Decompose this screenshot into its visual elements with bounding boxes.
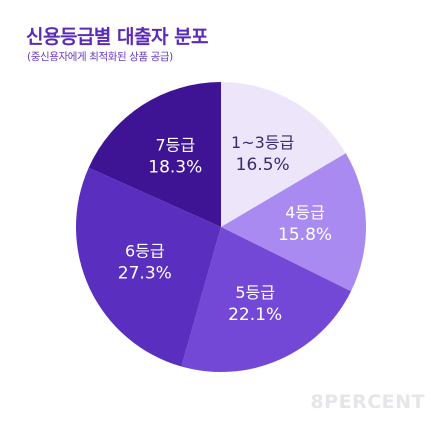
- slice-label-group-6-grade: 6등급 27.3%: [118, 242, 172, 284]
- slice-category-label: 5등급: [235, 283, 275, 302]
- pie-slice-1-3-grade: [221, 82, 346, 227]
- pie-slice-4-grade: [221, 153, 366, 292]
- pie-slice-5-grade: [181, 227, 352, 372]
- brand-watermark: 8PERCENT: [310, 391, 425, 413]
- slice-label-group-1-3-grade: 1~3등급 16.5%: [231, 133, 294, 175]
- slice-label-group-7-grade: 7등급 18.3%: [148, 135, 202, 177]
- slice-label-group-5-grade: 5등급 22.1%: [228, 283, 282, 325]
- slice-category-label: 7등급: [155, 135, 195, 154]
- slice-category-label: 1~3등급: [231, 133, 294, 152]
- chart-subtitle: (중신용자에게 최적화된 상품 공급): [27, 51, 173, 63]
- slice-value-label: 15.8%: [278, 225, 332, 245]
- slice-category-label: 4등급: [285, 203, 325, 222]
- slice-value-label: 18.3%: [148, 157, 202, 177]
- pie-slice-7-grade: [88, 82, 221, 227]
- pie-slice-6-grade: [76, 167, 221, 367]
- slice-category-label: 6등급: [125, 242, 165, 261]
- slice-value-label: 22.1%: [228, 305, 282, 325]
- chart-title: 신용등급별 대출자 분포: [26, 26, 209, 48]
- slice-label-group-4-grade: 4등급 15.8%: [278, 203, 332, 245]
- slice-value-label: 16.5%: [236, 155, 290, 175]
- slice-value-label: 27.3%: [118, 264, 172, 284]
